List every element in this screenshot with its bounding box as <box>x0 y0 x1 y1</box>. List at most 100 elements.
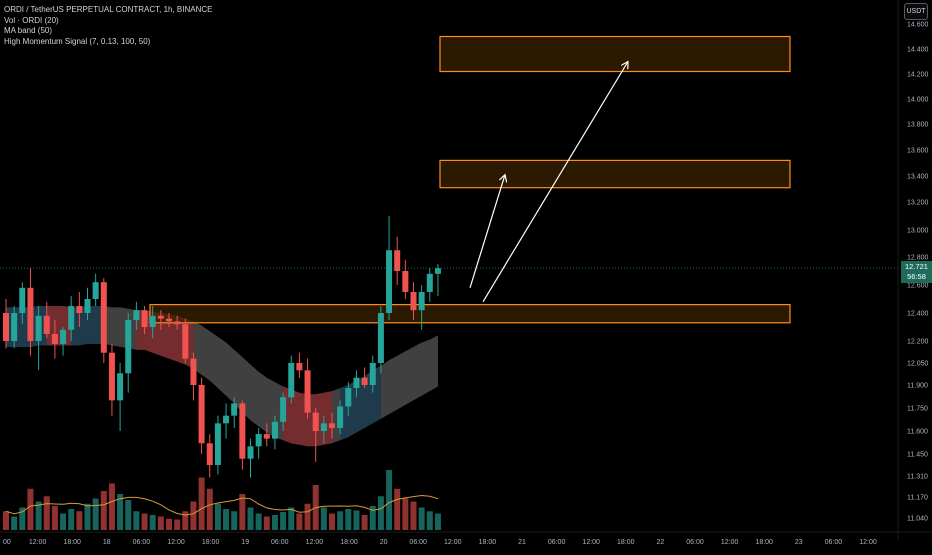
candle-body <box>174 321 181 325</box>
candle-body <box>434 268 441 274</box>
price-tick-label: 11.310 <box>907 474 928 481</box>
price-tick-label: 13.000 <box>907 228 929 235</box>
price-tick-label: 11.900 <box>907 383 928 390</box>
price-tick-label: 11.600 <box>907 429 928 436</box>
volume-bar <box>434 513 441 530</box>
candle-body <box>3 313 9 341</box>
legend-volume[interactable]: Vol · ORDI (20) <box>4 15 59 25</box>
candle-body <box>141 310 148 327</box>
price-tick-label: 14.400 <box>907 47 929 54</box>
candle-body <box>410 292 417 311</box>
candle-body <box>337 406 344 428</box>
volume-bar <box>206 488 213 530</box>
legend-symbol[interactable]: ORDI / TetherUS PERPETUAL CONTRACT, 1h, … <box>4 5 213 14</box>
price-tick-label: 12.800 <box>907 255 929 262</box>
time-tick-label: 20 <box>380 539 388 546</box>
volume-bar <box>271 515 278 530</box>
candle-body <box>11 313 18 341</box>
price-tick-label: 11.170 <box>907 495 928 502</box>
volume-bar <box>361 515 368 530</box>
candle-body <box>386 250 393 313</box>
volume-bar <box>11 516 18 530</box>
volume-bar <box>410 501 417 530</box>
volume-bar <box>190 501 197 530</box>
candle-body <box>27 287 34 341</box>
price-tick-label: 12.200 <box>907 339 929 346</box>
volume-bar <box>418 507 425 530</box>
volume-bar <box>280 512 287 530</box>
candle-body <box>190 358 197 385</box>
resistance-zone-3 <box>149 304 791 324</box>
volume-bar <box>320 507 327 530</box>
chart-legend: ORDI / TetherUS PERPETUAL CONTRACT, 1h, … <box>4 5 213 47</box>
candle-body <box>166 318 172 322</box>
price-tick-label: 13.600 <box>907 148 929 155</box>
bar-countdown: 56:58 <box>907 272 926 281</box>
price-tick-label: 11.450 <box>907 452 928 459</box>
candle-body <box>149 315 156 327</box>
price-tick-label: 14.200 <box>907 72 929 79</box>
time-tick-label: 23 <box>795 539 803 546</box>
time-tick-label: 18:00 <box>479 539 497 546</box>
candle-body <box>100 282 107 353</box>
time-tick-label: 12:00 <box>582 539 600 546</box>
volume-bar <box>198 477 205 530</box>
time-tick-label: 12:00 <box>167 539 185 546</box>
volume-bar <box>288 507 295 530</box>
volume-bar <box>125 500 132 530</box>
volume-bar <box>149 515 156 530</box>
volume-bar <box>60 513 67 530</box>
time-tick-label: 06:00 <box>686 539 704 546</box>
candle-body <box>19 287 26 313</box>
candle-body <box>198 385 205 444</box>
volume-bar <box>214 503 221 530</box>
volume-bar <box>386 470 393 530</box>
volume-bar <box>157 516 164 530</box>
candle-body <box>231 403 238 416</box>
candle-body <box>304 370 311 413</box>
candle-body <box>157 315 164 319</box>
legend-ma-band[interactable]: MA band (50) <box>4 26 53 35</box>
volume-bar <box>68 509 75 530</box>
time-tick-label: 18:00 <box>63 539 81 546</box>
volume-bar <box>304 503 311 530</box>
candle-body <box>108 352 115 401</box>
time-tick-label: 06:00 <box>271 539 289 546</box>
resistance-zone-1 <box>439 35 791 73</box>
volume-bar <box>84 503 91 530</box>
candle-body <box>288 363 295 398</box>
candle-body <box>92 282 99 299</box>
candle-body <box>353 377 360 389</box>
time-tick-label: 18 <box>103 539 111 546</box>
time-tick-label: 12:00 <box>721 539 739 546</box>
candle-body <box>214 423 221 465</box>
price-tick-label: 12.400 <box>907 311 929 318</box>
candle-body <box>312 412 319 431</box>
resistance-zone-2 <box>439 159 791 189</box>
volume-bar <box>76 511 83 530</box>
candle-body <box>418 292 425 311</box>
last-price-badge: 12.721 56:58 <box>901 261 932 283</box>
volume-ma-line <box>5 494 439 516</box>
candle-body <box>68 306 75 330</box>
volume-bar <box>43 496 50 530</box>
currency-button[interactable]: USDT <box>904 3 928 20</box>
time-tick-label: 12:00 <box>306 539 324 546</box>
time-tick-label: 12:00 <box>859 539 877 546</box>
volume-bar <box>369 506 376 530</box>
price-tick-label: 13.200 <box>907 200 929 207</box>
last-price-value: 12.721 <box>905 262 928 271</box>
target-arrow-2 <box>482 62 628 303</box>
candle-body <box>247 446 254 459</box>
price-tick-label: 11.750 <box>907 406 928 413</box>
candle-body <box>402 271 409 292</box>
volume-bar <box>377 496 384 530</box>
candle-body <box>369 363 376 385</box>
legend-momentum[interactable]: High Momentum Signal (7, 0.13, 100, 50) <box>4 36 151 46</box>
time-tick-label: 06:00 <box>409 539 427 546</box>
candle-body <box>255 434 262 447</box>
time-tick-label: 06:00 <box>825 539 843 546</box>
ma-band-red-segment <box>46 306 72 346</box>
